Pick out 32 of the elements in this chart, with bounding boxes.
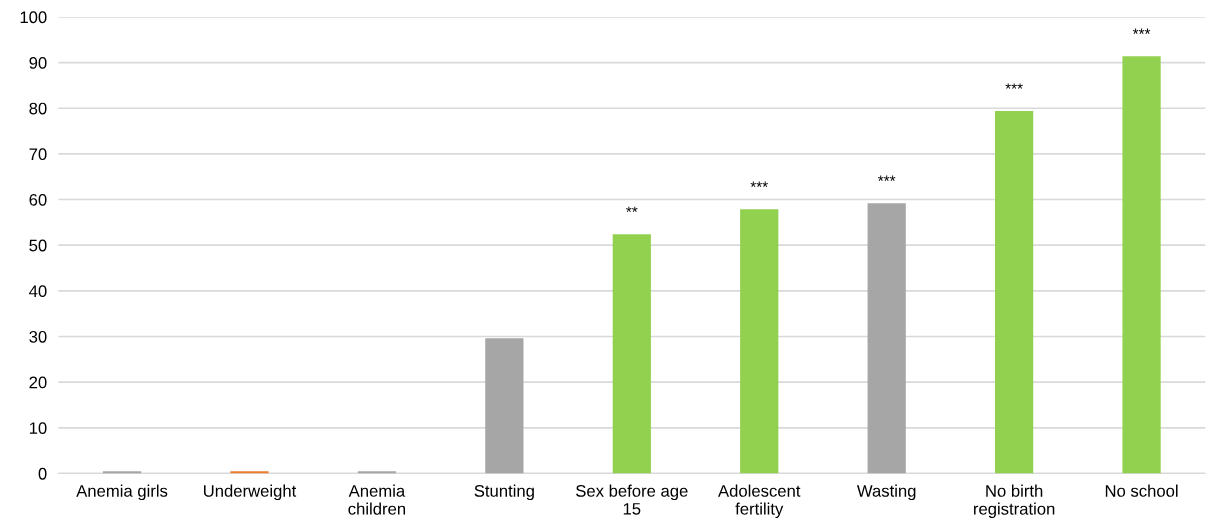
y-tick-label: 20 (29, 376, 47, 389)
annotation: ** (626, 206, 638, 213)
bar (230, 471, 269, 474)
x-tick-label: Stunting (474, 484, 534, 501)
bar (485, 338, 524, 474)
y-tick-label: 100 (20, 11, 47, 24)
x-tick-label: Anemia girls (76, 484, 168, 501)
annotation: *** (750, 181, 768, 187)
y-tick-label: 30 (29, 330, 47, 343)
y-tick-label: 60 (29, 193, 47, 206)
x-tick-label: Wasting (856, 484, 916, 501)
y-tick-label: 40 (29, 285, 47, 298)
y-tick-label: 0 (38, 467, 47, 480)
y-tick-label: 80 (29, 102, 47, 115)
annotation: *** (1005, 83, 1023, 89)
y-tick-label: 50 (29, 239, 47, 252)
y-tick-label: 10 (29, 422, 47, 435)
x-tick-label: No birth registration (974, 484, 1055, 519)
bar (740, 209, 779, 474)
y-tick-label: 90 (29, 56, 47, 69)
bar (612, 234, 651, 474)
annotation: *** (1132, 28, 1151, 34)
x-tick-label: Anemia children (348, 484, 406, 515)
x-tick-label: Adolescent fertility (718, 484, 801, 519)
bar (867, 203, 906, 474)
annotation: *** (878, 175, 896, 181)
x-tick-label: Sex before age 15 (576, 484, 688, 515)
bar (995, 110, 1034, 474)
x-tick-label: Underweight (203, 484, 297, 501)
bar (1122, 56, 1161, 474)
x-tick-label: No school (1105, 484, 1178, 497)
y-tick-label: 70 (29, 148, 47, 161)
